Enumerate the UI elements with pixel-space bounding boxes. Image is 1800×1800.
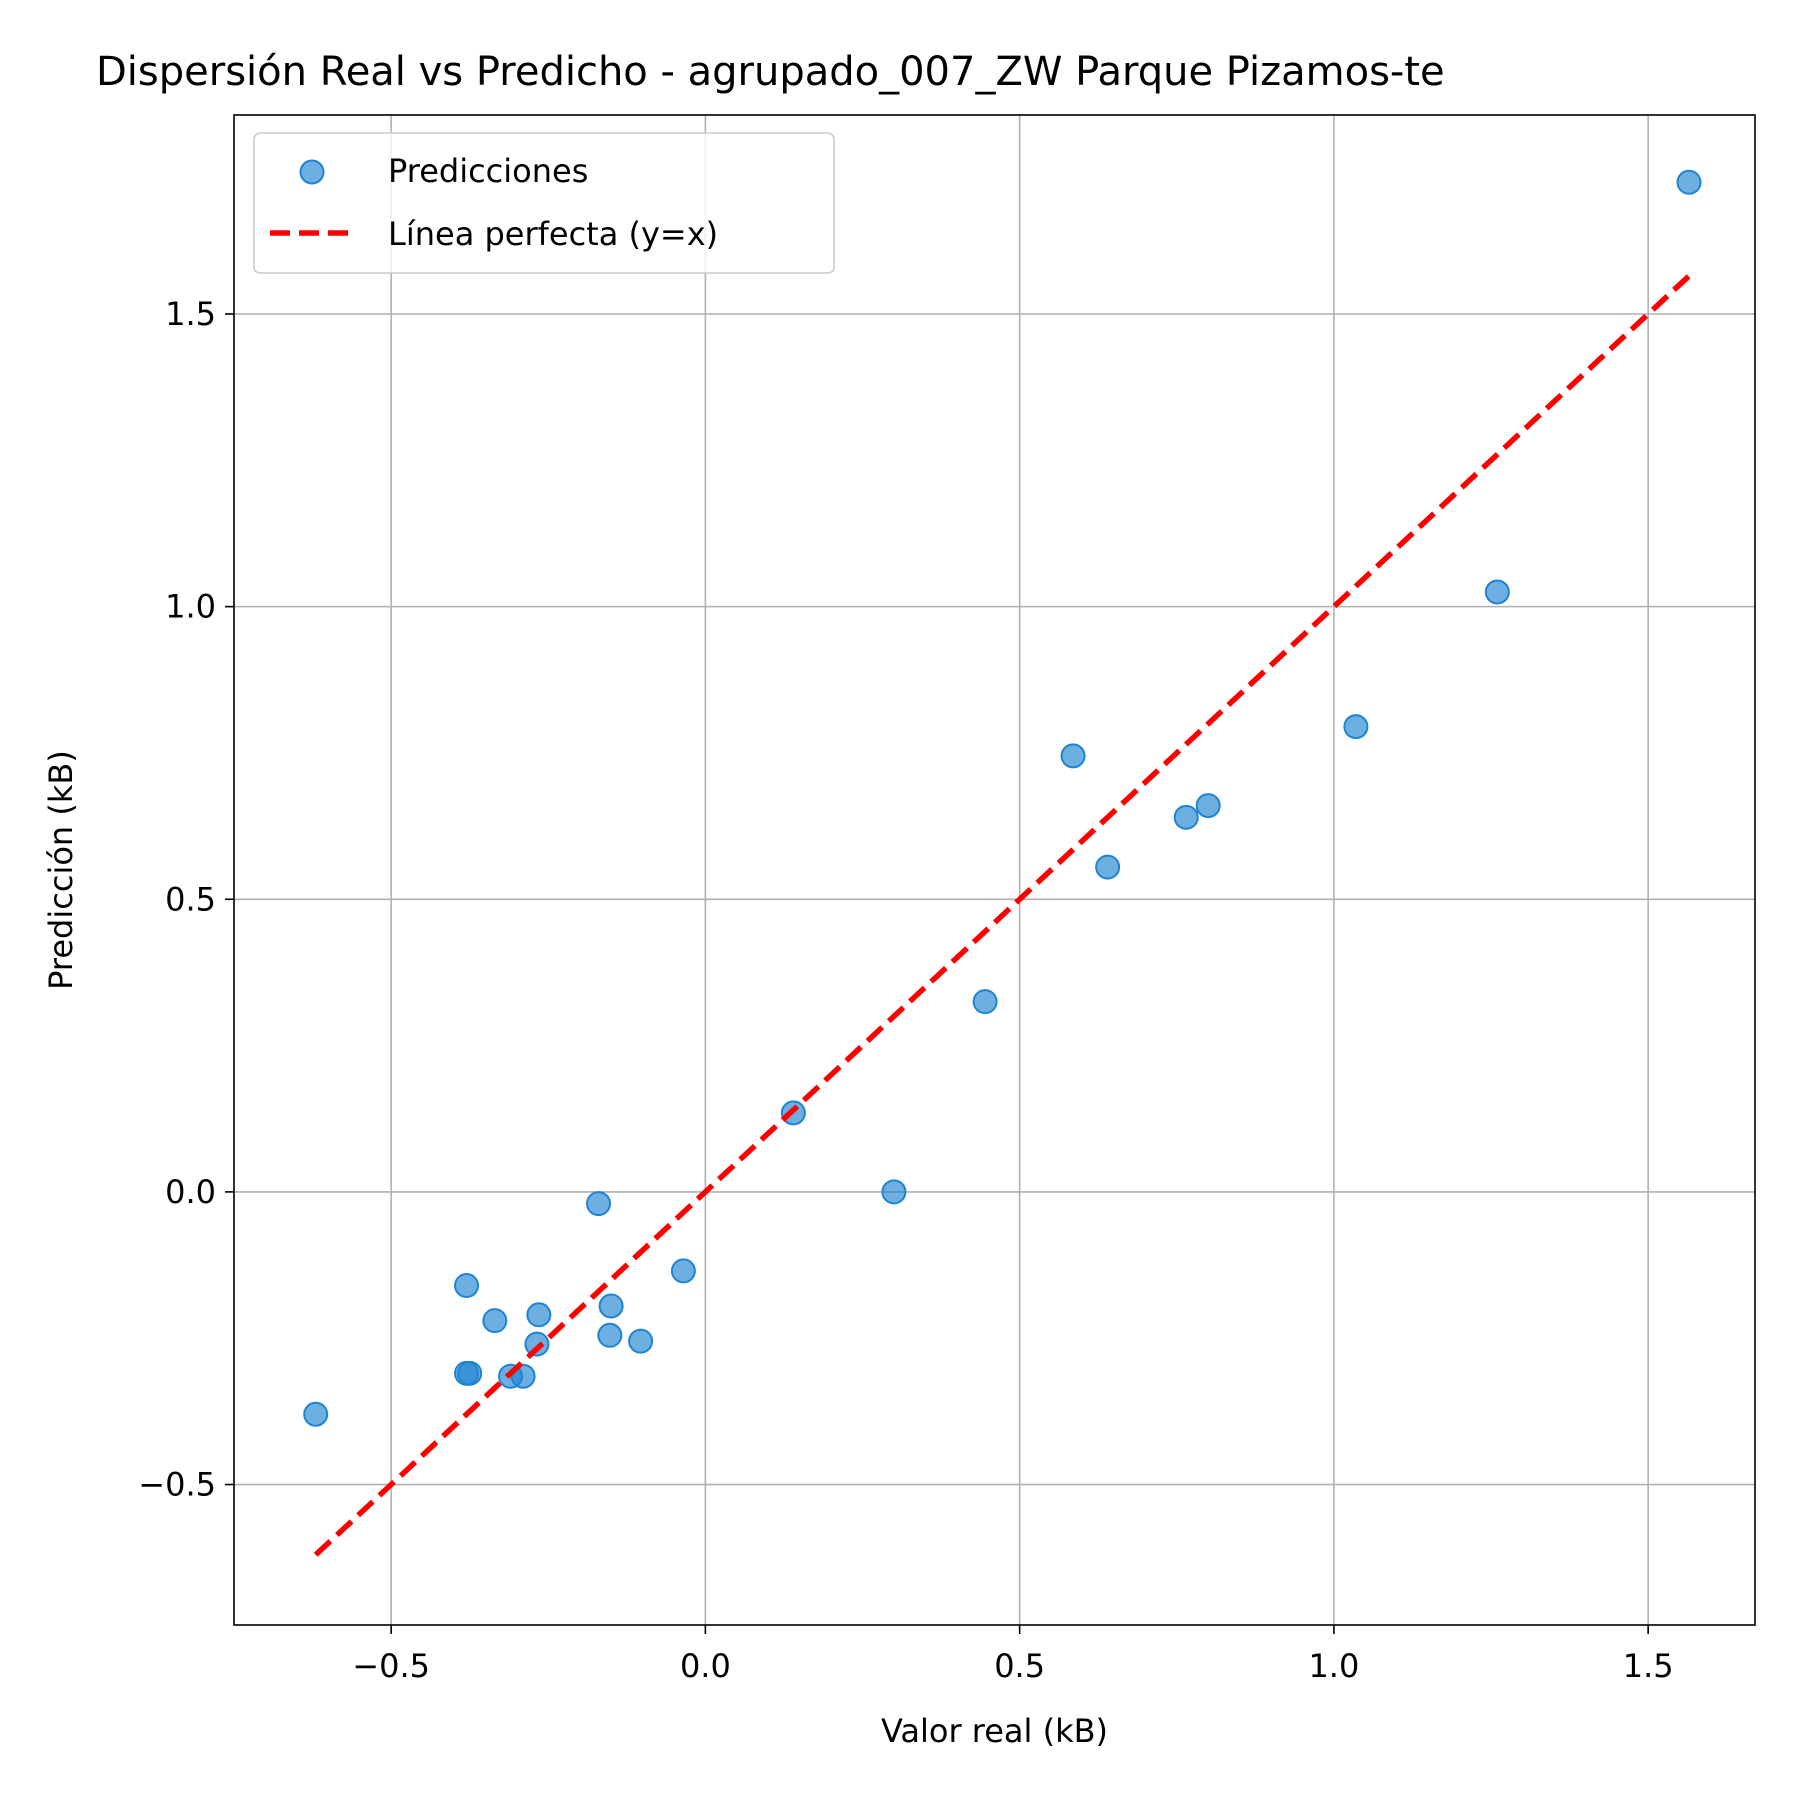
- scatter-point: [881, 1179, 907, 1205]
- legend: Predicciones Línea perfecta (y=x): [253, 132, 835, 274]
- x-axis-label: Valor real (kB): [881, 1712, 1108, 1750]
- x-tick-label: 1.0: [1308, 1647, 1359, 1685]
- plot-frame: [233, 114, 1756, 1626]
- legend-label-perfect-line: Línea perfecta (y=x): [388, 215, 718, 253]
- y-tick-label: 1.5: [165, 295, 216, 333]
- scatter-point: [1173, 804, 1199, 830]
- scatter-point: [524, 1331, 550, 1357]
- scatter-point: [1343, 714, 1369, 740]
- legend-marker-predictions: [299, 159, 325, 185]
- scatter-point: [482, 1308, 508, 1334]
- y-axis-label: Predicción (kB): [42, 750, 80, 990]
- scatter-point: [1195, 793, 1221, 819]
- scatter-point: [303, 1401, 329, 1427]
- scatter-point: [670, 1258, 696, 1284]
- x-tick-label: 0.5: [994, 1647, 1045, 1685]
- scatter-point: [454, 1273, 480, 1299]
- scatter-point: [597, 1322, 623, 1348]
- scatter-point: [1484, 579, 1510, 605]
- y-tick-label: 0.5: [165, 880, 216, 918]
- perfect-fit-line: [313, 273, 1691, 1557]
- scatter-point: [454, 1360, 480, 1386]
- legend-label-predictions: Predicciones: [388, 152, 588, 190]
- scatter-point: [1060, 743, 1086, 769]
- x-tick-label: 0.0: [680, 1647, 731, 1685]
- x-tick-label: −0.5: [352, 1647, 430, 1685]
- chart-title: Dispersión Real vs Predicho - agrupado_0…: [96, 49, 1445, 95]
- y-tick-label: −0.5: [138, 1466, 216, 1504]
- scatter-point: [598, 1293, 624, 1319]
- legend-box: [253, 132, 835, 274]
- scatter-point: [526, 1302, 552, 1328]
- scatter-point: [628, 1328, 654, 1354]
- x-tick-label: 1.5: [1623, 1647, 1674, 1685]
- scatter-point: [1676, 169, 1702, 195]
- y-tick-label: 1.0: [165, 588, 216, 626]
- scatter-point: [972, 989, 998, 1015]
- y-tick-label: 0.0: [165, 1173, 216, 1211]
- scatter-point: [1095, 854, 1121, 880]
- scatter-point: [586, 1191, 612, 1217]
